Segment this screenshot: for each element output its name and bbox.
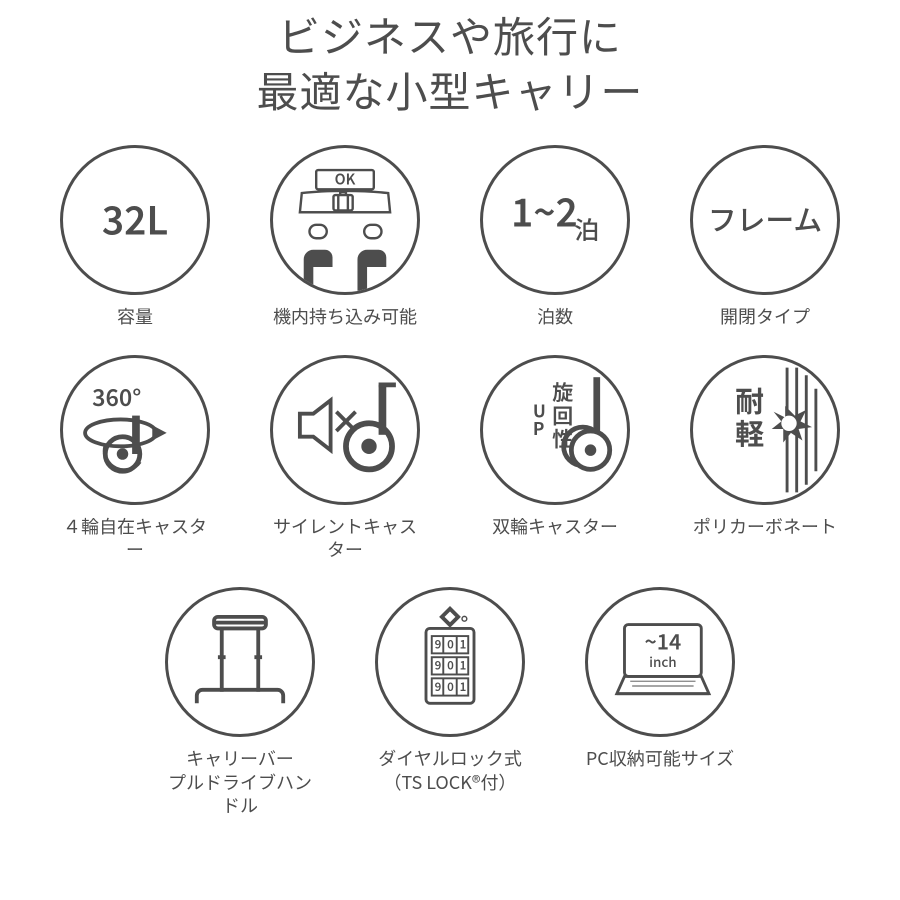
- infographic-page: ビジネスや旅行に 最適な小型キャリー 32L 容量 OK: [0, 0, 900, 900]
- svg-text:1: 1: [460, 637, 467, 653]
- caster-360-icon: 360°: [60, 355, 210, 505]
- svg-text:9: 9: [435, 679, 442, 695]
- svg-text:0: 0: [447, 679, 454, 695]
- svg-text:9: 9: [435, 637, 442, 653]
- silent-caster-icon: [270, 355, 420, 505]
- cabin-ok-icon: OK: [270, 145, 420, 295]
- svg-text:32L: 32L: [102, 191, 168, 247]
- svg-text:1: 1: [460, 658, 467, 674]
- svg-text:inch: inch: [649, 651, 677, 671]
- title-line-2: 最適な小型キャリー: [40, 63, 860, 118]
- laptop-icon: ~14 inch: [585, 587, 735, 737]
- nights-caption: 泊数: [537, 305, 573, 328]
- feature-dial-lock: 901 901 901 ダイヤルロック式 （TS LOCK®付）: [371, 587, 529, 817]
- title-line-1: ビジネスや旅行に: [40, 8, 860, 63]
- capacity-icon: 32L: [60, 145, 210, 295]
- svg-text:360°: 360°: [92, 379, 141, 413]
- page-title: ビジネスや旅行に 最適な小型キャリー: [40, 8, 860, 117]
- frame-caption: 開閉タイプ: [720, 305, 810, 328]
- pc-body-icon: 耐 軽: [690, 355, 840, 505]
- carrybar-icon: [165, 587, 315, 737]
- feature-capacity: 32L 容量: [56, 145, 214, 328]
- svg-text:フレーム: フレーム: [708, 199, 822, 240]
- feature-grid: 32L 容量 OK: [40, 145, 860, 817]
- svg-text:軽: 軽: [735, 412, 764, 453]
- twin-caster-caption: 双輪キャスター: [492, 515, 618, 538]
- dial-lock-icon: 901 901 901: [375, 587, 525, 737]
- nights-icon: 1~2 泊: [480, 145, 630, 295]
- feature-pc-body: 耐 軽 ポリカーボネート: [686, 355, 844, 562]
- carrybar-caption: キャリーバー プルドライブハンドル: [161, 747, 319, 817]
- svg-text:0: 0: [447, 658, 454, 674]
- caster-360-caption: ４輪自在キャスター: [56, 515, 214, 562]
- silent-caster-caption: サイレントキャスター: [266, 515, 424, 562]
- cabin-ok-caption: 機内持ち込み可能: [273, 305, 417, 328]
- frame-icon: フレーム: [690, 145, 840, 295]
- feature-frame: フレーム 開閉タイプ: [686, 145, 844, 328]
- capacity-caption: 容量: [117, 305, 153, 328]
- dial-lock-caption: ダイヤルロック式 （TS LOCK®付）: [378, 747, 521, 794]
- feature-caster-360: 360° ４輪自在キャスター: [56, 355, 214, 562]
- svg-text:0: 0: [447, 637, 454, 653]
- feature-row-3: キャリーバー プルドライブハンドル: [40, 587, 860, 817]
- svg-text:OK: OK: [335, 169, 356, 190]
- feature-carrybar: キャリーバー プルドライブハンドル: [161, 587, 319, 817]
- laptop-caption: PC収納可能サイズ: [586, 747, 734, 770]
- svg-text:1: 1: [460, 679, 467, 695]
- svg-text:1~2: 1~2: [511, 183, 578, 239]
- feature-silent-caster: サイレントキャスター: [266, 355, 424, 562]
- feature-cabin-ok: OK: [266, 145, 424, 328]
- feature-twin-caster: 旋 回 性 U P 双輪キャスター: [476, 355, 634, 562]
- feature-nights: 1~2 泊 泊数: [476, 145, 634, 328]
- feature-laptop: ~14 inch PC収納可能サイズ: [581, 587, 739, 817]
- svg-text:9: 9: [435, 658, 442, 674]
- twin-caster-icon: 旋 回 性 U P: [480, 355, 630, 505]
- svg-text:P: P: [533, 414, 545, 439]
- pc-body-caption: ポリカーボネート: [693, 515, 837, 538]
- svg-text:泊: 泊: [574, 211, 599, 247]
